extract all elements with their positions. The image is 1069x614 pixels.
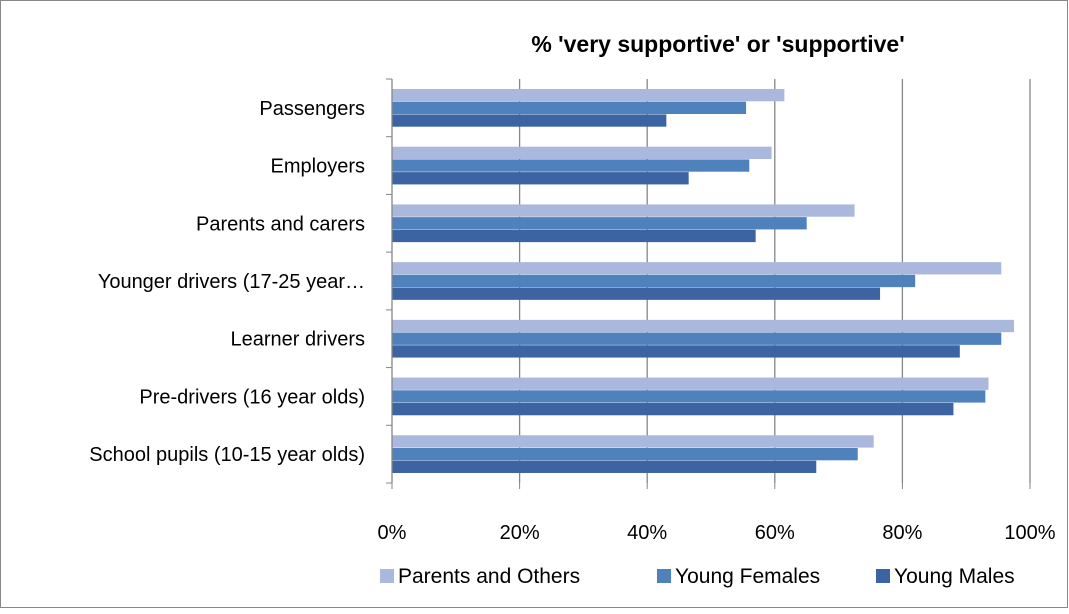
bar[interactable] <box>392 390 986 403</box>
bar[interactable] <box>392 319 1015 333</box>
chart-title: % 'very supportive' or 'supportive' <box>531 31 904 57</box>
bar[interactable] <box>392 377 989 390</box>
legend-swatch <box>657 569 671 583</box>
y-category-label: School pupils (10-15 year olds) <box>89 444 365 466</box>
x-tick-label: 80% <box>882 522 922 544</box>
y-category-label: Employers <box>271 156 365 178</box>
bar[interactable] <box>392 402 954 416</box>
bar[interactable] <box>392 89 785 102</box>
bar[interactable] <box>392 217 807 230</box>
bars <box>392 89 1015 473</box>
bar[interactable] <box>392 172 689 185</box>
legend-label: Young Females <box>675 565 820 588</box>
bar[interactable] <box>392 332 1002 345</box>
bar[interactable] <box>392 159 750 172</box>
bar[interactable] <box>392 101 747 114</box>
legend-label: Young Males <box>894 565 1015 588</box>
bar[interactable] <box>392 114 667 127</box>
bar[interactable] <box>392 345 960 358</box>
legend-swatch <box>380 569 394 583</box>
bar[interactable] <box>392 229 756 243</box>
y-category-label: Younger drivers (17-25 year… <box>98 271 365 293</box>
legend-swatch <box>876 569 890 583</box>
y-category-label: Learner drivers <box>230 329 365 351</box>
x-tick-label: 60% <box>755 522 795 544</box>
bar[interactable] <box>392 447 858 461</box>
axes: 0% 20% 40% 60% 80% 100% Passengers Employers Par… <box>89 78 1056 544</box>
x-tick-label: 100% <box>1004 522 1055 544</box>
x-tick-label: 20% <box>500 522 540 544</box>
bar[interactable] <box>392 287 881 300</box>
y-category-label: Parents and carers <box>196 213 365 235</box>
x-tick-label: 0% <box>378 522 407 544</box>
bar[interactable] <box>392 146 772 160</box>
bar[interactable] <box>392 262 1002 275</box>
legend-label: Parents and Others <box>398 565 580 588</box>
bar[interactable] <box>392 435 874 448</box>
y-category-label: Pre-drivers (16 year olds) <box>139 386 365 408</box>
bar[interactable] <box>392 274 916 288</box>
y-category-label: Passengers <box>259 98 365 120</box>
bar[interactable] <box>392 204 855 217</box>
bar[interactable] <box>392 460 817 473</box>
legend[interactable]: Parents and Others Young Females Young Mal… <box>380 565 1015 588</box>
x-tick-label: 40% <box>627 522 667 544</box>
